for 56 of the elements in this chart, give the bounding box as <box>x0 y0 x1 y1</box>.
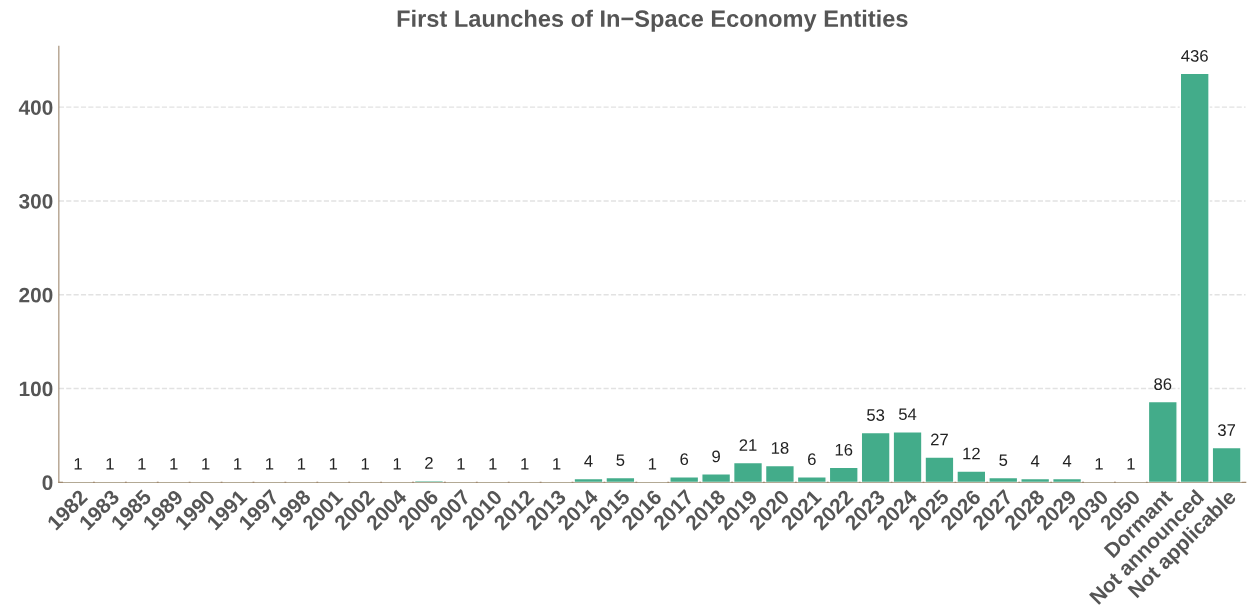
chart-title: First Launches of In−Space Economy Entities <box>397 9 908 32</box>
bar <box>701 473 732 483</box>
data-label: 2 <box>425 457 433 469</box>
data-label: 1 <box>489 458 497 470</box>
bar <box>764 464 795 483</box>
bar <box>956 470 987 483</box>
bar <box>796 476 827 483</box>
data-label: 4 <box>584 455 593 467</box>
data-label: 18 <box>771 442 789 454</box>
data-label: 1 <box>74 458 82 470</box>
data-label: 21 <box>739 439 757 451</box>
data-label: 1 <box>553 458 561 470</box>
y-tick-label: 400 <box>18 100 53 115</box>
y-tick-label: 200 <box>19 287 53 303</box>
data-label: 5 <box>616 454 625 467</box>
data-label: 1 <box>234 458 242 470</box>
bar <box>732 461 764 483</box>
y-tick-label: 0 <box>42 475 53 491</box>
data-label: 53 <box>867 409 885 421</box>
data-label: 12 <box>963 447 980 460</box>
bar <box>1020 477 1051 483</box>
bar <box>988 476 1019 483</box>
bar <box>1052 477 1083 483</box>
bar <box>828 466 859 483</box>
y-tick-label: 300 <box>19 193 53 209</box>
data-label: 1 <box>457 458 465 470</box>
data-label: 1 <box>1095 458 1103 470</box>
bar <box>1147 400 1178 483</box>
data-label: 1 <box>106 458 114 470</box>
bar <box>1179 72 1210 483</box>
data-label: 436 <box>1181 49 1208 62</box>
data-label: 5 <box>999 454 1008 467</box>
y-tick-label: 100 <box>19 381 53 397</box>
bar <box>1211 446 1242 483</box>
data-label: 54 <box>898 408 917 421</box>
data-label: 86 <box>1154 378 1172 391</box>
data-label: 27 <box>931 433 948 446</box>
data-label: 1 <box>297 458 306 470</box>
data-label: 1 <box>1127 458 1135 470</box>
data-label: 4 <box>1062 455 1072 467</box>
data-label: 1 <box>393 458 401 470</box>
bar <box>669 476 700 483</box>
data-label: 1 <box>266 458 274 470</box>
data-label: 1 <box>138 458 146 470</box>
data-label: 1 <box>361 458 369 470</box>
data-label: 1 <box>521 458 529 470</box>
data-label: 4 <box>1030 455 1040 467</box>
data-label: 1 <box>170 458 178 470</box>
data-label: 37 <box>1217 424 1236 436</box>
data-label: 6 <box>808 453 816 466</box>
data-label: 9 <box>712 450 720 463</box>
data-label: 1 <box>329 458 338 470</box>
data-label: 16 <box>835 443 853 456</box>
data-label: 1 <box>202 458 210 470</box>
data-label: 6 <box>680 453 689 466</box>
data-label: 1 <box>648 458 657 470</box>
